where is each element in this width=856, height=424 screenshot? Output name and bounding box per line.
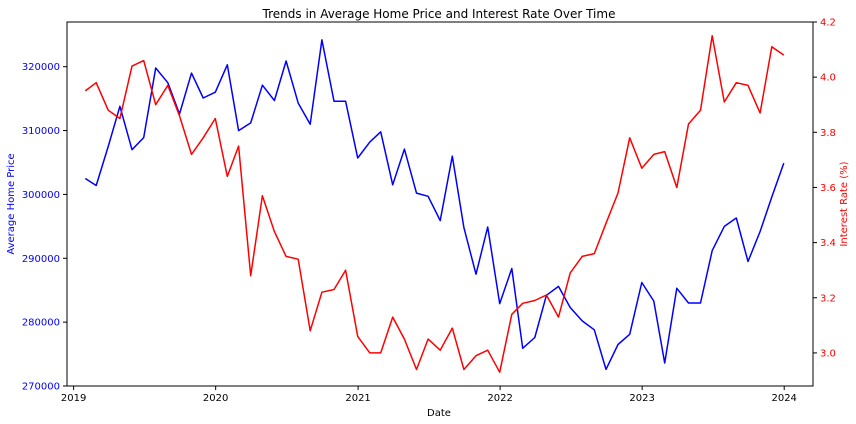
- x-tick-label: 2024: [771, 393, 796, 404]
- y-left-tick-label: 310000: [22, 126, 60, 137]
- x-axis-title: Date: [427, 408, 451, 419]
- x-tick-label: 2023: [629, 393, 654, 404]
- y-left-tick-label: 280000: [22, 318, 60, 329]
- y-left-tick-label: 300000: [22, 190, 60, 201]
- x-tick-label: 2022: [487, 393, 512, 404]
- plot-area: 2019 2020 2021 2022 2023 2024 270000 280000 2900…: [22, 18, 836, 405]
- y-right-tick-label: 4.2: [820, 18, 836, 29]
- y-left-axis-title: Average Home Price: [6, 153, 17, 254]
- interest-rate-line: [84, 35, 785, 373]
- home-price-line: [84, 39, 785, 371]
- y-right-tick-label: 3.0: [820, 348, 836, 359]
- y-left-tick-label: 290000: [22, 254, 60, 265]
- y-left-tick-label: 320000: [22, 62, 60, 73]
- y-right-tick-label: 4.0: [820, 73, 836, 84]
- y-right-axis-title: Interest Rate (%): [839, 161, 850, 246]
- x-tick-label: 2019: [61, 393, 86, 404]
- x-tick-label: 2020: [203, 393, 228, 404]
- chart-title: Trends in Average Home Price and Interes…: [262, 7, 616, 21]
- y-right-tick-label: 3.4: [820, 238, 836, 249]
- y-right-tick-label: 3.2: [820, 293, 836, 304]
- x-tick-label: 2021: [345, 393, 370, 404]
- y-left-tick-label: 270000: [22, 382, 60, 393]
- y-right-tick-label: 3.8: [820, 128, 836, 139]
- y-right-tick-label: 3.6: [820, 183, 836, 194]
- plot-frame: [66, 21, 814, 387]
